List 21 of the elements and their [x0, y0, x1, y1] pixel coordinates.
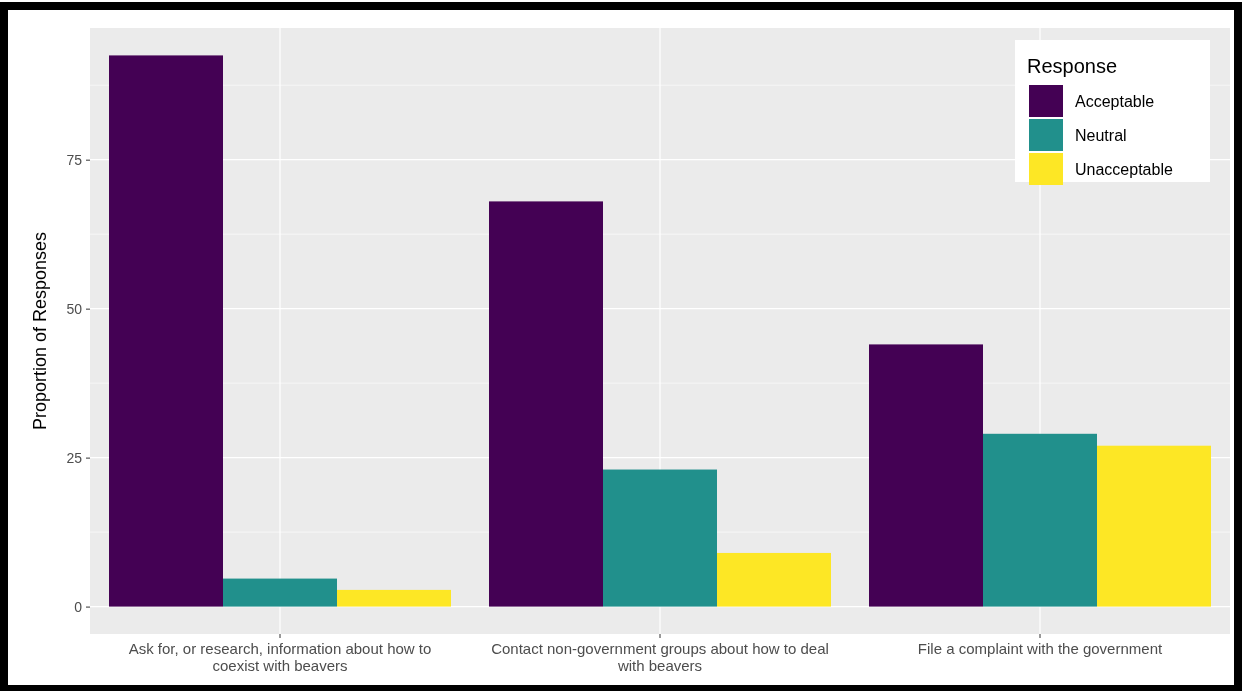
- bar: [337, 589, 451, 607]
- y-tick-label: 25: [66, 449, 83, 466]
- x-tick-label: Ask for, or research, information about how to coexist with beavers: [128, 640, 432, 674]
- y-tick-label: 75: [66, 151, 83, 168]
- legend-label: Acceptable: [1075, 93, 1155, 110]
- bar: [603, 469, 717, 607]
- legend-label: Neutral: [1075, 127, 1127, 144]
- y-tick-label: 0: [74, 598, 83, 615]
- legend-label: Unacceptable: [1075, 161, 1173, 178]
- bar: [869, 344, 983, 607]
- bar: [717, 552, 831, 607]
- bar: [489, 201, 603, 607]
- bar: [1097, 445, 1211, 607]
- y-tick-label: 50: [66, 300, 83, 317]
- bar: [109, 55, 223, 607]
- bar: [983, 433, 1097, 607]
- x-tick-label: File a complaint with the government: [917, 640, 1163, 657]
- legend-title: Response: [1027, 55, 1118, 77]
- y-axis-title: Proportion of Responses: [30, 231, 50, 431]
- bar: [223, 578, 337, 607]
- x-tick-label: Contact non-government groups about how to deal with beavers: [491, 640, 829, 674]
